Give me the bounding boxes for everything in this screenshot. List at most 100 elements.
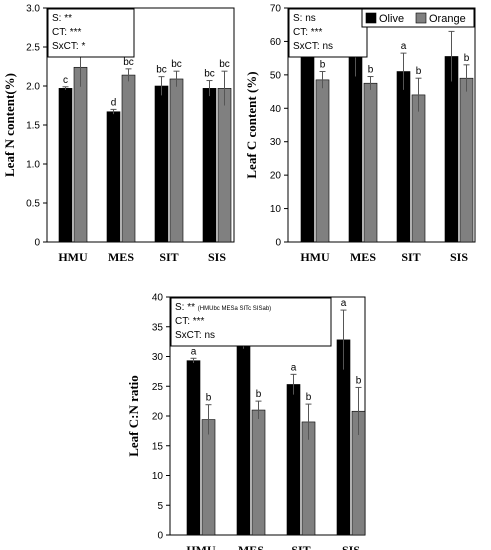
bar-orange — [217, 88, 232, 243]
significance-letter: d — [111, 97, 117, 108]
y-axis-label: Leaf N content(%) — [2, 73, 17, 177]
stats-box — [170, 297, 332, 347]
y-tick-label: 10 — [152, 471, 164, 482]
y-tick-label: 25 — [152, 382, 164, 393]
y-tick-label: 0 — [34, 238, 40, 249]
y-tick-label: 15 — [152, 441, 164, 452]
significance-letter: bc — [156, 65, 167, 76]
y-tick-label: 20 — [152, 412, 164, 423]
x-tick-label: SIS — [342, 543, 360, 550]
significance-letter: a — [191, 346, 197, 357]
significance-letter: bc — [219, 59, 230, 70]
significance-letter: b — [256, 389, 262, 400]
y-tick-label: 0 — [275, 238, 281, 249]
legend-swatch — [365, 12, 377, 24]
bar-orange — [315, 79, 330, 243]
bar-olive — [106, 111, 121, 243]
bar-orange — [201, 419, 216, 536]
bar-olive — [58, 88, 73, 243]
y-tick-label: 1.0 — [26, 160, 40, 171]
chart-cn: 0 5 10 15 20 25 30 35 40 Leaf C:N ratio HMU a b MES a b… — [126, 293, 366, 550]
stats-line: S: ns — [293, 13, 316, 24]
bar-orange — [73, 66, 88, 243]
significance-letter: c — [63, 75, 68, 86]
significance-letter: b — [306, 392, 312, 403]
stats-line: SxCT: ns — [175, 330, 215, 341]
x-tick-label: MES — [238, 543, 264, 550]
y-tick-label: 35 — [152, 322, 164, 333]
plot-frame — [287, 7, 476, 243]
x-tick-label: SIS — [208, 250, 226, 264]
bar-orange — [459, 77, 474, 243]
bar-orange — [411, 94, 426, 243]
y-axis-label: Leaf C:N ratio — [126, 375, 141, 457]
y-tick-label: 60 — [270, 37, 282, 48]
significance-letter: a — [401, 41, 407, 52]
bar-olive — [236, 329, 251, 536]
legend-label: Olive — [379, 13, 404, 25]
x-tick-label: SIS — [450, 250, 468, 264]
bar-orange — [121, 74, 136, 243]
y-tick-label: 2.5 — [26, 43, 40, 54]
stats-line: CT: *** — [175, 316, 205, 327]
bar-olive — [154, 85, 169, 243]
x-tick-label: HMU — [186, 543, 216, 550]
significance-letter: a — [291, 362, 297, 373]
significance-letter: b — [356, 375, 362, 386]
significance-letter: b — [320, 60, 326, 71]
significance-letter: bc — [123, 57, 134, 68]
significance-letter: b — [416, 66, 422, 77]
bar-olive — [348, 52, 363, 243]
bar-orange — [169, 78, 184, 243]
bar-olive — [444, 56, 459, 243]
y-tick-label: 3.0 — [26, 4, 40, 15]
x-tick-label: SIT — [291, 543, 310, 550]
significance-letter: bc — [171, 59, 182, 70]
x-tick-label: MES — [108, 250, 134, 264]
y-tick-label: 20 — [270, 171, 282, 182]
bar-orange — [251, 409, 266, 536]
chart-n: 0 0.5 1.0 1.5 2.0 2.5 3.0 Leaf N content(%) HMU c… — [2, 4, 235, 264]
chart-c: 0 10 20 30 40 50 60 70 Leaf C content (%) HMU a b ME… — [244, 4, 476, 264]
x-tick-label: HMU — [58, 250, 88, 264]
x-tick-label: HMU — [300, 250, 330, 264]
stats-box — [288, 8, 368, 58]
stats-box — [47, 8, 135, 58]
y-tick-label: 40 — [152, 293, 164, 304]
significance-letter: b — [206, 393, 212, 404]
y-tick-label: 2.0 — [26, 82, 40, 93]
stats-line: SxCT: * — [52, 41, 85, 52]
y-tick-label: 10 — [270, 204, 282, 215]
bar-orange — [363, 82, 378, 243]
bar-olive — [286, 384, 301, 536]
significance-letter: b — [464, 53, 470, 64]
y-tick-label: 50 — [270, 70, 282, 81]
y-tick-label: 40 — [270, 104, 282, 115]
bar-olive — [300, 47, 315, 243]
x-tick-label: SIT — [159, 250, 178, 264]
stats-line: S: ** — [52, 13, 72, 24]
x-tick-label: MES — [350, 250, 376, 264]
stats-line: CT: *** — [52, 27, 82, 38]
y-tick-label: 30 — [270, 137, 282, 148]
significance-letter: a — [341, 298, 347, 309]
legend-swatch — [415, 12, 427, 24]
y-tick-label: 30 — [152, 352, 164, 363]
legend-label: Orange — [429, 13, 466, 25]
bar-olive — [202, 88, 217, 243]
y-tick-label: 0 — [157, 531, 163, 542]
bar-olive — [396, 71, 411, 243]
y-tick-label: 1.5 — [26, 121, 40, 132]
stats-line: CT: *** — [293, 27, 323, 38]
stats-line: SxCT: ns — [293, 41, 333, 52]
bar-olive — [186, 360, 201, 536]
y-tick-label: 0.5 — [26, 199, 40, 210]
significance-letter: b — [368, 65, 374, 76]
x-tick-label: SIT — [401, 250, 420, 264]
significance-letter: bc — [204, 69, 215, 80]
y-tick-label: 5 — [157, 501, 163, 512]
y-axis-label: Leaf C content (%) — [244, 71, 259, 178]
stats-line: S: ** (HMUbc MESa SITc SISab) — [175, 302, 271, 313]
y-tick-label: 70 — [270, 4, 282, 15]
